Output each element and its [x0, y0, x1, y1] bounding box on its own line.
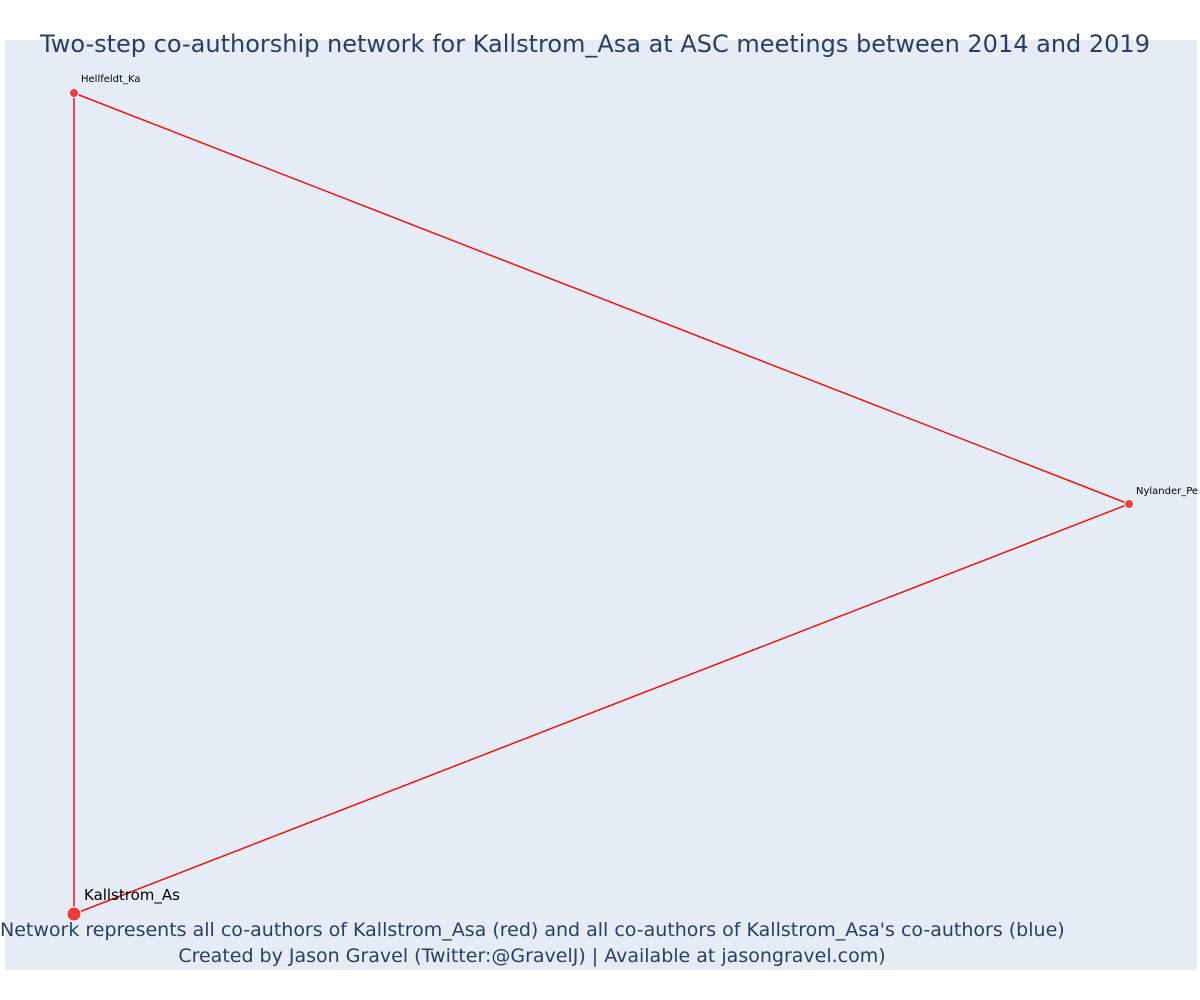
- caption-credit: Created by Jason Gravel (Twitter:@Gravel…: [178, 945, 886, 967]
- edges-layer: [73, 92, 1130, 915]
- caption-description: Network represents all co-authors of Kal…: [0, 919, 1065, 941]
- node-label-nylander: Nylander_Pe: [1136, 486, 1198, 497]
- node-hellfeldt[interactable]: [69, 88, 79, 98]
- labels-layer: Hellfeldt_Ka Nylander_Pe Kallstrom_As: [81, 74, 1198, 905]
- edge-nylander-kallstrom: [73, 503, 1130, 915]
- node-label-hellfeldt: Hellfeldt_Ka: [81, 74, 140, 85]
- node-nylander[interactable]: [1124, 499, 1134, 509]
- node-label-kallstrom: Kallstrom_As: [84, 886, 180, 905]
- plot-background: [5, 40, 1197, 970]
- nodes-layer: [66, 88, 1134, 922]
- node-kallstrom[interactable]: [66, 906, 82, 922]
- edge-hellfeldt-nylander: [73, 92, 1130, 505]
- chart-title: Two-step co-authorship network for Kalls…: [40, 30, 1150, 58]
